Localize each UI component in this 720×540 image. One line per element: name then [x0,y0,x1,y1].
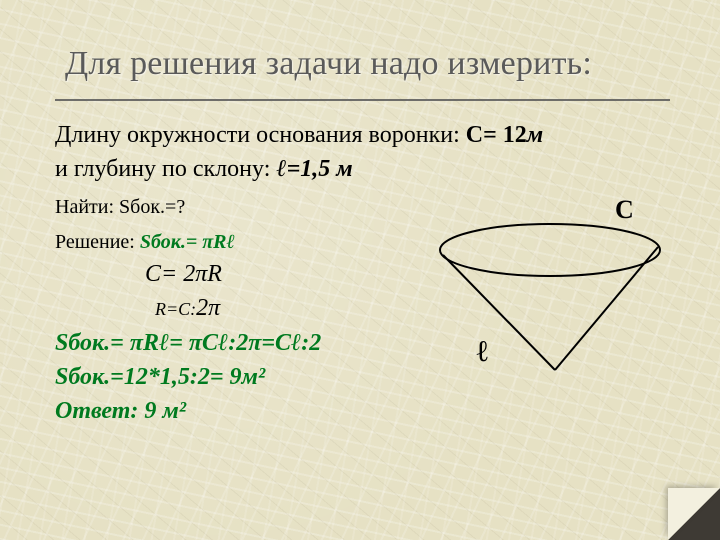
label-l: ℓ [475,335,489,369]
page-title: Для решения задачи надо измерить: [65,45,670,83]
cone-diagram: С ℓ [400,195,680,425]
line2-prefix: и глубину по склону: [55,156,276,182]
line1-value: С= 12м [466,122,543,148]
label-c: С [615,195,634,225]
eq-r-right: 2π [196,295,220,321]
cone-base-ellipse [440,224,660,276]
sol-prefix: Решение: [55,231,140,253]
line2-value: ℓ=1,5 м [276,156,352,182]
page-curl [668,488,720,540]
l1-c: С= 12 [466,122,527,148]
cone-svg [400,195,680,425]
cone-side-right [555,247,658,370]
sol-formula: Sбок.= πRℓ [140,231,235,253]
title-underline [55,99,670,101]
line1-prefix: Длину окружности основания воронки: [55,122,466,148]
page-curl-fold [668,488,720,540]
line-slant: и глубину по склону: ℓ=1,5 м [55,153,670,185]
eq-r-left: R=C: [155,299,196,319]
slide: Для решения задачи надо измерить: Длину … [0,0,720,540]
l1-unit: м [527,122,543,148]
line-circumference: Длину окружности основания воронки: С= 1… [55,119,670,151]
